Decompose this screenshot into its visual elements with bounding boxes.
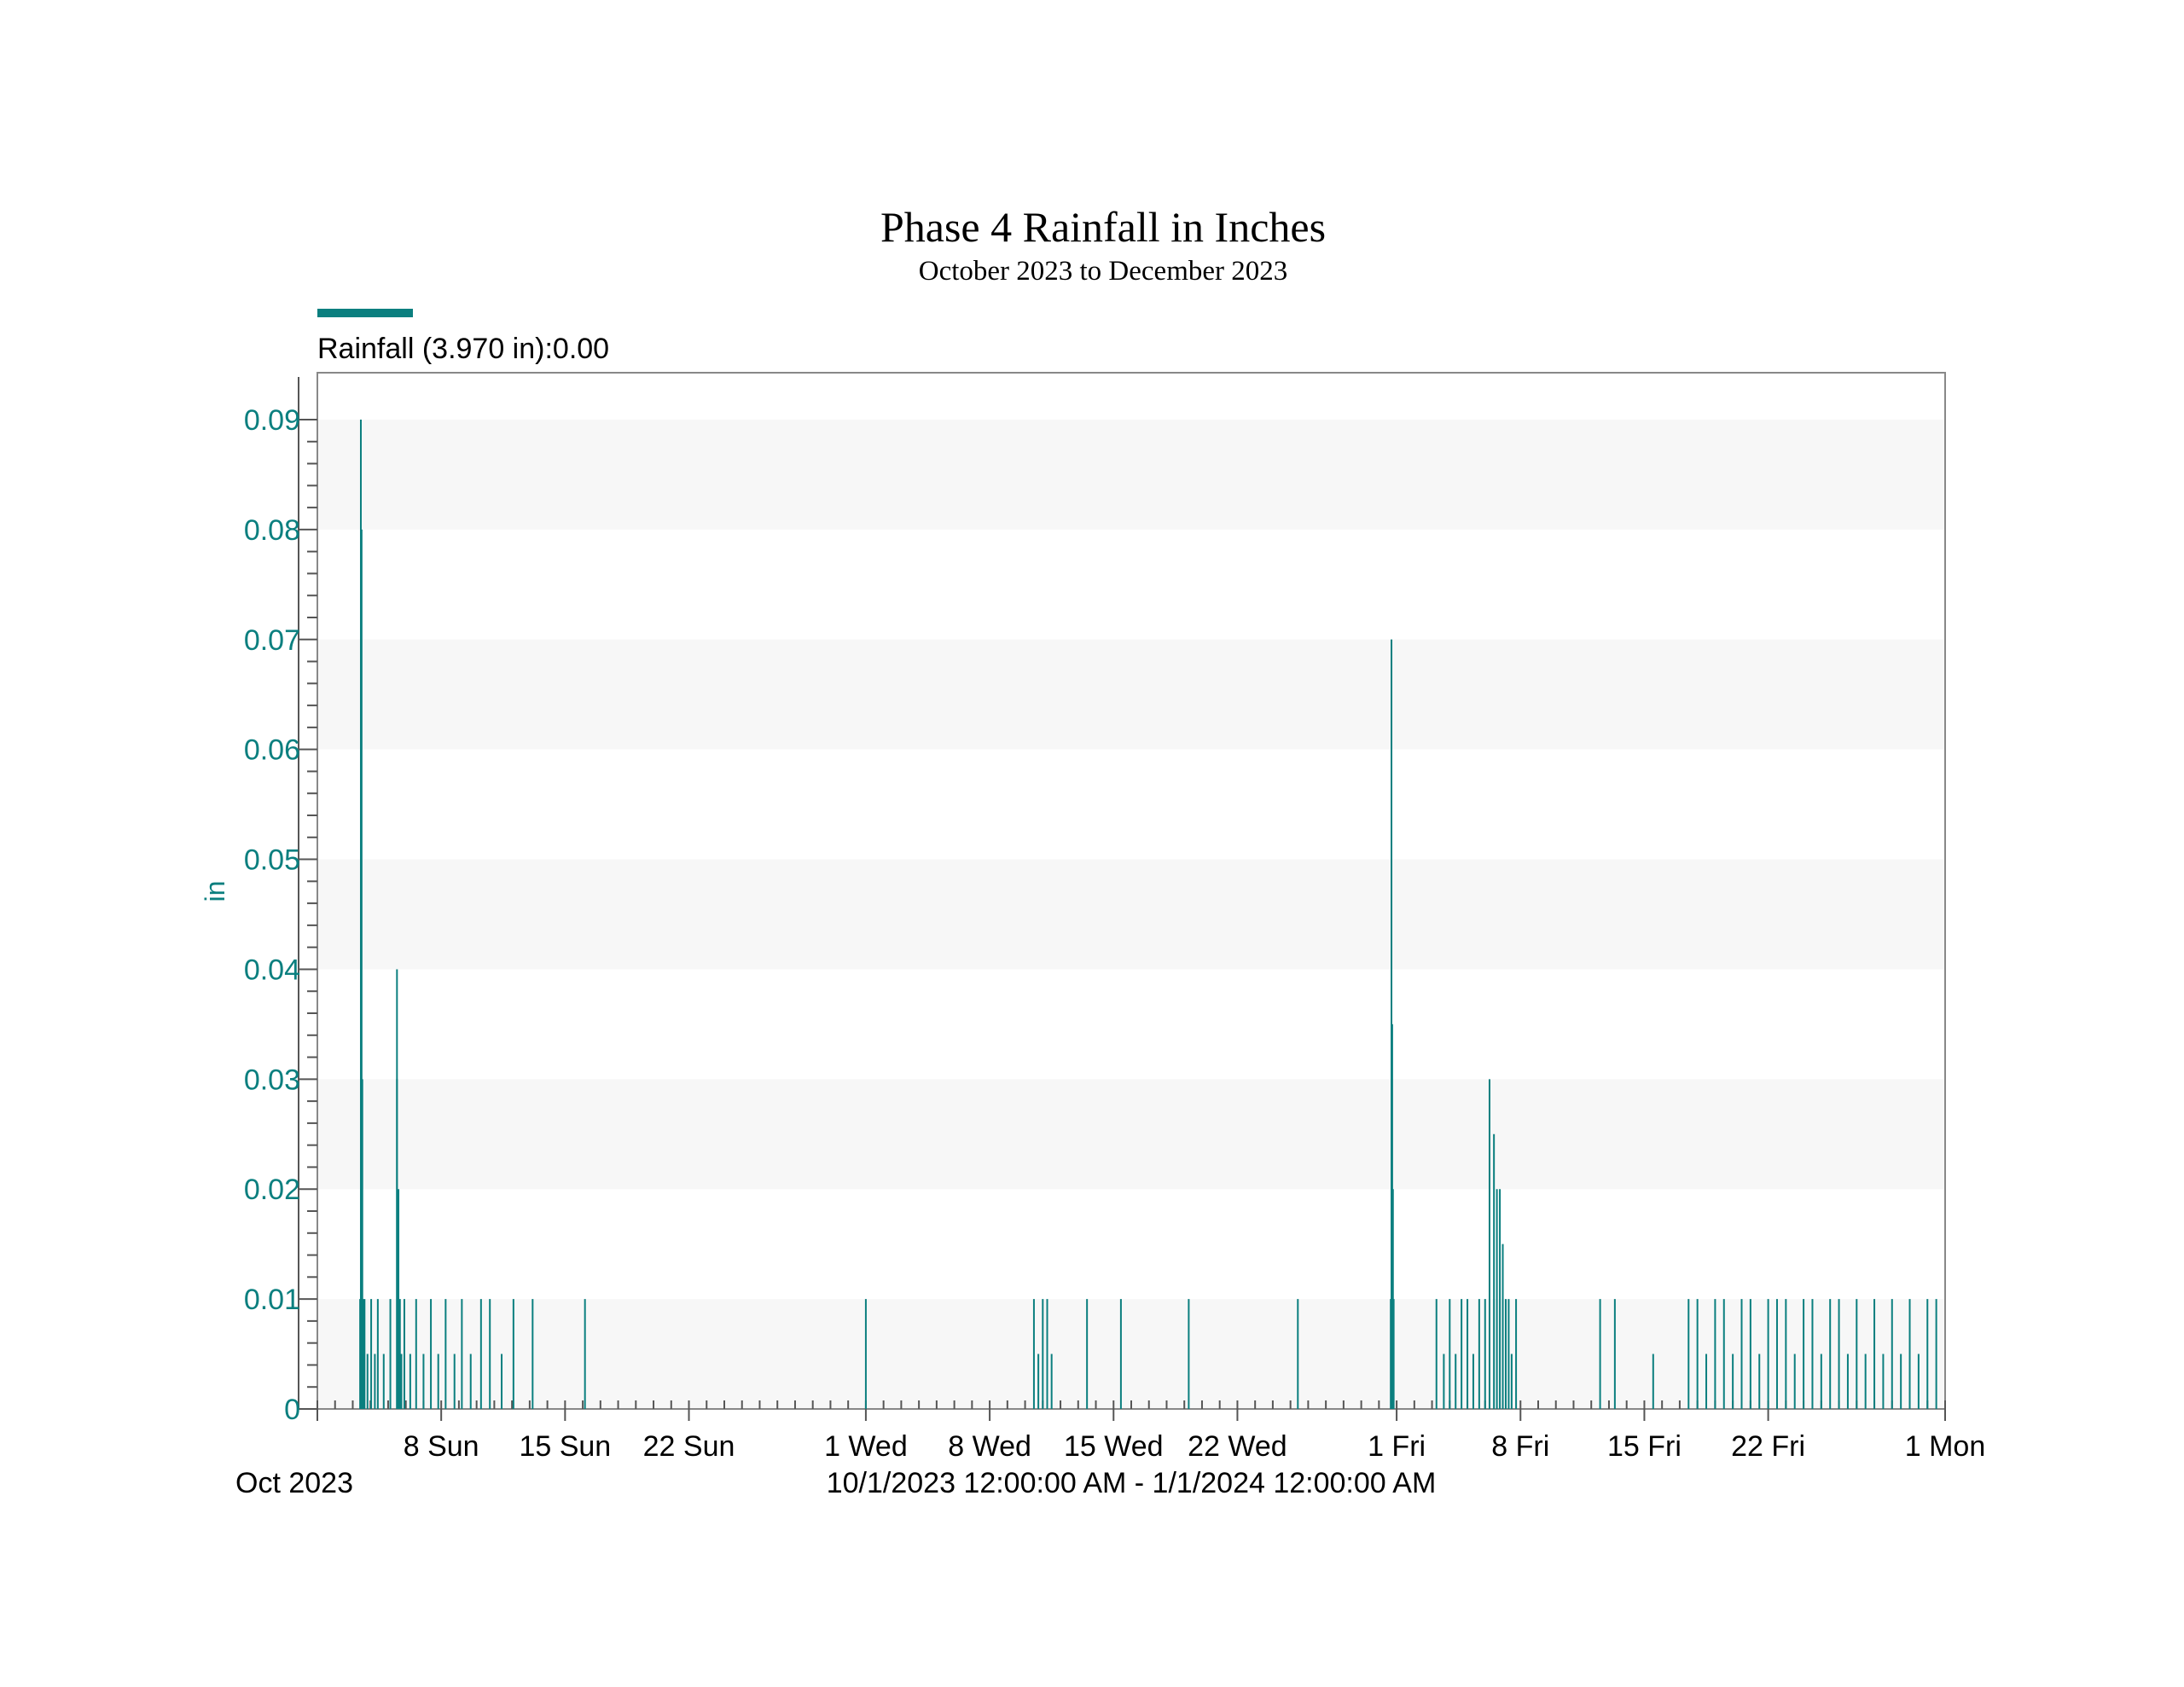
- grid-band: [317, 420, 1945, 530]
- y-axis-label: in: [200, 881, 230, 902]
- y-tick-label: 0: [284, 1394, 300, 1426]
- x-tick-label: Oct 2023: [235, 1467, 353, 1499]
- x-tick-label: 1 Mon: [1905, 1430, 1986, 1463]
- y-axis: 0 0.01 0.02 0.03 0.04 0.05 0.06 0.07 0.08 0.09: [244, 377, 317, 1426]
- x-tick-label: 1 Wed: [824, 1430, 908, 1463]
- x-tick-label: 22 Fri: [1731, 1430, 1805, 1463]
- y-tick-label: 0.08: [244, 514, 300, 547]
- y-tick-label: 0.01: [244, 1284, 300, 1316]
- x-tick-label: 8 Wed: [948, 1430, 1031, 1463]
- y-tick-label: 0.05: [244, 844, 300, 877]
- grid-bands: [317, 420, 1945, 1409]
- x-tick-label: 15 Wed: [1064, 1430, 1164, 1463]
- chart-title: Phase 4 Rainfall in Inches: [880, 203, 1326, 251]
- x-tick-label: 22 Wed: [1188, 1430, 1287, 1463]
- grid-band: [317, 639, 1945, 750]
- grid-band: [317, 1299, 1945, 1409]
- x-tick-label: 15 Fri: [1607, 1430, 1682, 1463]
- x-tick-label: 1 Fri: [1368, 1430, 1426, 1463]
- legend-label: Rainfall (3.970 in):0.00: [317, 333, 609, 365]
- legend-swatch: [317, 309, 413, 317]
- x-range-label: 10/1/2023 12:00:00 AM - 1/1/2024 12:00:0…: [827, 1467, 1437, 1499]
- y-tick-label: 0.09: [244, 404, 300, 437]
- rainfall-series: [359, 420, 1937, 1409]
- x-tick-label: 22 Sun: [643, 1430, 735, 1463]
- y-tick-label: 0.03: [244, 1064, 300, 1096]
- x-tick-label: 8 Sun: [404, 1430, 479, 1463]
- x-tick-label: 8 Fri: [1491, 1430, 1549, 1463]
- y-tick-label: 0.07: [244, 624, 300, 657]
- y-tick-label: 0.06: [244, 734, 300, 767]
- grid-band: [317, 1079, 1945, 1190]
- grid-band: [317, 859, 1945, 970]
- y-tick-label: 0.04: [244, 954, 300, 986]
- y-tick-label: 0.02: [244, 1174, 300, 1206]
- x-tick-label: 15 Sun: [519, 1430, 611, 1463]
- chart-subtitle: October 2023 to December 2023: [919, 256, 1288, 287]
